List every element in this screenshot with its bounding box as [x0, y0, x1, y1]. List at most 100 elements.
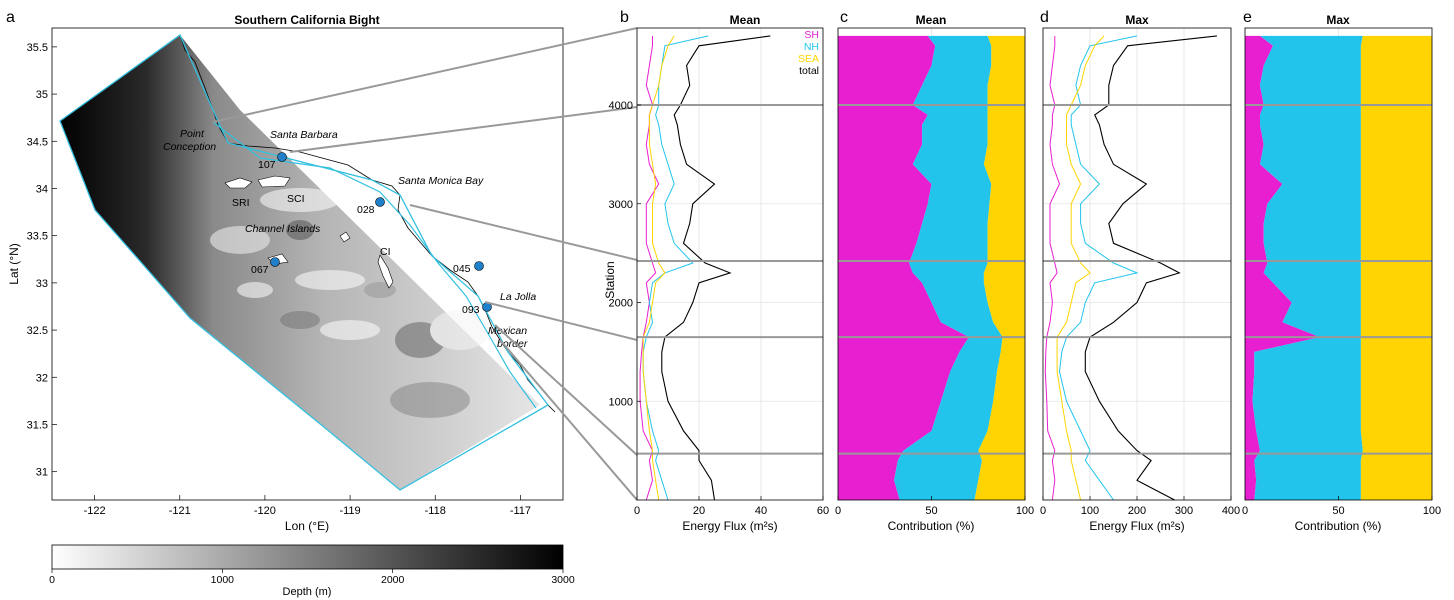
map-ytick-label: 34.5 — [27, 136, 48, 148]
panel-e-letter: e — [1243, 9, 1252, 26]
legend-nh: NH — [804, 41, 819, 53]
legend-total: total — [799, 65, 819, 77]
panel-a-letter: a — [6, 9, 15, 26]
ytick-label: 4000 — [609, 100, 633, 112]
map-xtick-label: -122 — [84, 505, 106, 517]
xtick-label: 20 — [693, 505, 705, 517]
map-ytick-label: 35 — [36, 89, 48, 101]
station-label-107: 107 — [258, 159, 276, 171]
station-marker-067[interactable] — [270, 257, 280, 267]
model-domain — [60, 35, 540, 490]
legend-sh: SH — [804, 29, 819, 41]
label-mexican: Mexican — [488, 325, 527, 337]
area-sea — [974, 35, 1025, 501]
panel-b-title: Mean — [730, 13, 761, 27]
island-cl — [377, 254, 394, 289]
panel-b-xlabel: Energy Flux (m²s) — [682, 519, 777, 533]
ytick-label: 3000 — [609, 199, 633, 211]
xtick-label: 200 — [1128, 505, 1146, 517]
nearshore-contour — [212, 121, 537, 409]
axes-frame — [636, 27, 824, 501]
panel-b-letter: b — [620, 9, 629, 26]
map-ytick-label: 31 — [36, 467, 48, 479]
map-ytick-label: 32 — [36, 372, 48, 384]
line-sh — [1044, 35, 1061, 501]
xtick-label: 0 — [1040, 505, 1046, 517]
colorbar-tick-label: 3000 — [551, 574, 575, 586]
panel-e-xlabel: Contribution (%) — [1295, 519, 1382, 533]
xtick-label: 50 — [925, 505, 937, 517]
colorbar-tick-label: 2000 — [381, 574, 405, 586]
area-nh — [894, 35, 1003, 501]
panel-e-title: Max — [1326, 13, 1350, 27]
map-xlabel: Lon (°E) — [285, 519, 329, 533]
panel-d-title: Max — [1125, 13, 1149, 27]
island-sn — [339, 231, 351, 243]
map-xtick-label: -121 — [169, 505, 191, 517]
line-total — [661, 35, 771, 501]
panel-c-xlabel: Contribution (%) — [888, 519, 975, 533]
label-la-jolla: La Jolla — [500, 291, 536, 303]
station-marker-107[interactable] — [277, 152, 287, 162]
map-ytick-label: 32.5 — [27, 325, 48, 337]
xtick-label: 0 — [835, 505, 841, 517]
xtick-label: 100 — [1081, 505, 1099, 517]
map-ytick-label: 34 — [36, 183, 48, 195]
bathymetry-texture — [210, 188, 490, 418]
map-ytick-label: 33 — [36, 278, 48, 290]
label-point: Point — [180, 128, 205, 140]
panel-e: e Max Contribution (%) 0 50 100 — [1242, 9, 1441, 533]
area-sh — [838, 35, 969, 501]
xtick-label: 300 — [1175, 505, 1193, 517]
map-ytick-label: 35.5 — [27, 42, 48, 54]
map-ticks: -122 -121 -120 -119 -118 -117 31 31.5 32 32.5 33 33… — [27, 42, 531, 517]
area-sea — [1360, 35, 1432, 501]
panel-c: c Mean Contribution (%) 0 50 100 — [835, 9, 1034, 533]
label-santa-barbara: Santa Barbara — [270, 129, 338, 141]
legend-sea: SEA — [798, 53, 819, 65]
colorbar-label: Depth (m) — [283, 586, 332, 598]
xtick-label: 60 — [817, 505, 829, 517]
panel-b-ylabel: Station — [603, 261, 617, 298]
area-nh — [1252, 35, 1363, 501]
station-marker-045[interactable] — [474, 261, 484, 271]
xtick-label: 0 — [1242, 505, 1248, 517]
label-channel-islands: Channel Islands — [245, 223, 321, 235]
xtick-label: 100 — [1423, 505, 1441, 517]
panel-d: d Max Energy Flux (m²s) 0 100 200 300 400 — [1040, 9, 1240, 533]
xtick-label: 50 — [1332, 505, 1344, 517]
panel-d-xlabel: Energy Flux (m²s) — [1089, 519, 1184, 533]
colorbar-tick-label: 0 — [49, 574, 55, 586]
xtick-label: 100 — [1016, 505, 1034, 517]
station-label-045: 045 — [453, 263, 471, 275]
station-label-028: 028 — [357, 204, 375, 216]
line-nh — [642, 35, 709, 501]
xtick-label: 0 — [634, 505, 640, 517]
panel-d-letter: d — [1040, 9, 1049, 26]
station-label-093: 093 — [462, 304, 480, 316]
map-xtick-label: -119 — [339, 505, 360, 517]
colorbar-tick-label: 1000 — [211, 574, 235, 586]
line-sea — [642, 35, 675, 501]
xtick-label: 400 — [1222, 505, 1240, 517]
zoom-guide-lines — [212, 27, 638, 501]
station-marker-028[interactable] — [375, 197, 385, 207]
island-sri — [224, 177, 253, 189]
colorbar-ticks: 0 1000 2000 3000 — [49, 569, 575, 586]
label-sci: SCI — [287, 193, 305, 205]
line-nh — [1058, 35, 1139, 501]
map-xtick-label: -117 — [510, 505, 531, 517]
map-xtick-label: -118 — [425, 505, 446, 517]
panel-c-title: Mean — [916, 13, 947, 27]
map-ylabel: Lat (°N) — [7, 243, 21, 284]
island-sci — [257, 175, 291, 188]
plot-c: 0 50 100 — [835, 27, 1034, 517]
map-xtick-label: -120 — [254, 505, 276, 517]
line-total — [1084, 35, 1217, 501]
label-conception: Conception — [163, 141, 216, 153]
plot-d: 0 100 200 300 400 — [1040, 27, 1240, 517]
panel-a-title: Southern California Bight — [234, 13, 379, 27]
station-label-067: 067 — [251, 264, 269, 276]
